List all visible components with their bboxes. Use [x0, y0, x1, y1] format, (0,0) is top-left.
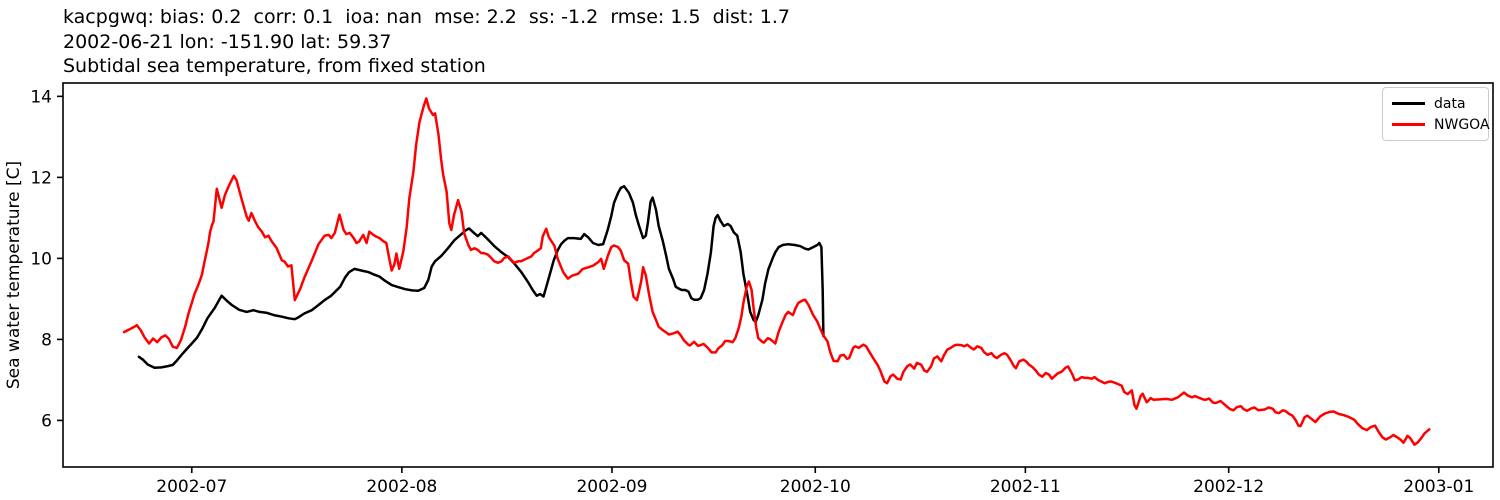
legend-entry-data: data — [1392, 93, 1479, 114]
legend-entry-nwgoa: NWGOA — [1392, 114, 1490, 135]
series-line-nwgoa — [122, 97, 1431, 446]
x-tick-label: 2002-07 — [156, 477, 227, 497]
series-line-data — [137, 185, 825, 370]
x-tick-label: 2002-11 — [990, 477, 1061, 497]
legend: data NWGOA — [1382, 87, 1490, 141]
chart-title-stats-line: kacpgwq: bias: 0.2 corr: 0.1 ioa: nan ms… — [63, 6, 790, 28]
y-tick-label: 10 — [30, 249, 52, 269]
chart-title-date-location-line: 2002-06-21 lon: -151.90 lat: 59.37 — [63, 30, 392, 53]
y-tick-label: 6 — [41, 411, 52, 431]
nwgoa-line-sample — [1392, 123, 1425, 126]
y-tick-label: 8 — [41, 330, 52, 350]
chart-title-block: kacpgwq: bias: 0.2 corr: 0.1 ioa: nan ms… — [63, 5, 790, 79]
x-tick-label: 2002-09 — [576, 477, 647, 497]
legend-label-data: data — [1434, 95, 1466, 112]
chart-title-description-line: Subtidal sea temperature, from fixed sta… — [63, 55, 486, 77]
legend-label-nwgoa: NWGOA — [1434, 116, 1490, 133]
x-tick-label: 2002-08 — [366, 477, 437, 497]
y-tick-label: 14 — [30, 87, 52, 107]
x-tick-label: 2002-10 — [780, 477, 851, 497]
plot-border — [62, 82, 1494, 468]
x-tick-label: 2002-12 — [1193, 477, 1264, 497]
y-tick-label: 12 — [30, 168, 52, 188]
data-line-sample — [1392, 102, 1425, 105]
x-tick-label: 2003-01 — [1403, 477, 1474, 497]
